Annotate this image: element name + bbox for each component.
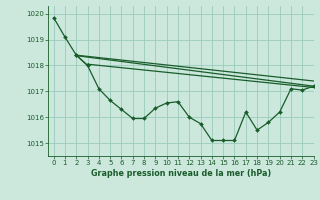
X-axis label: Graphe pression niveau de la mer (hPa): Graphe pression niveau de la mer (hPa) xyxy=(91,169,271,178)
